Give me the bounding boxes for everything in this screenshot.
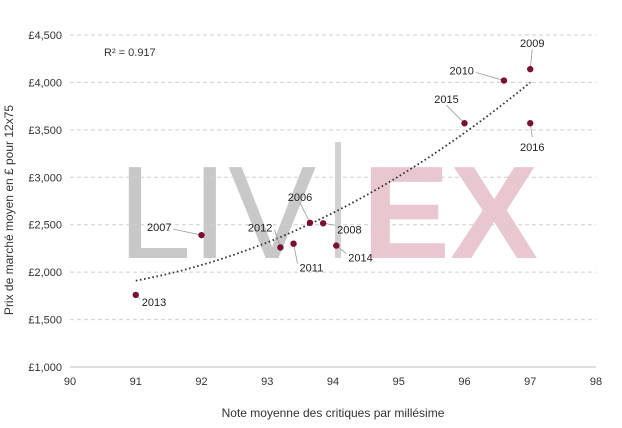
y-axis-label: Prix de marché moyen en £ pour 12x75 xyxy=(2,105,16,315)
point-label-2016: 2016 xyxy=(520,142,544,154)
point-label-2006: 2006 xyxy=(288,192,312,204)
y-tick-label: £4,000 xyxy=(28,77,62,89)
y-axis-ticks: £1,000 £1,500 £2,000 £2,500 £3,000 £3,500 £4,0… xyxy=(28,30,62,374)
y-tick-label: £1,000 xyxy=(28,362,62,374)
x-tick-label: 93 xyxy=(261,376,273,388)
data-point-2006 xyxy=(306,219,314,227)
x-tick-label: 92 xyxy=(195,376,207,388)
x-tick-label: 96 xyxy=(458,376,470,388)
y-tick-label: £2,500 xyxy=(28,220,62,232)
y-tick-label: £1,500 xyxy=(28,315,62,327)
leader-line xyxy=(173,228,202,236)
x-tick-label: 91 xyxy=(130,376,142,388)
data-point-2015 xyxy=(461,120,468,127)
watermark: LIV EX xyxy=(118,139,538,286)
data-point-2016 xyxy=(527,120,534,127)
data-point-2009 xyxy=(527,65,534,73)
data-point-2008 xyxy=(319,220,327,227)
data-point-2010 xyxy=(500,77,508,84)
point-labels: 2013 2007 2012 2011 2006 2008 2014 2015 2010 2009… xyxy=(142,38,545,309)
point-label-2013: 2013 xyxy=(142,297,166,309)
point-label-2007: 2007 xyxy=(147,222,171,234)
point-label-2015: 2015 xyxy=(434,94,458,106)
x-axis-label: Note moyenne des critiques par millésime xyxy=(222,406,445,420)
leader-line xyxy=(529,49,533,70)
y-tick-label: £2,000 xyxy=(28,267,62,279)
point-label-2008: 2008 xyxy=(337,224,361,236)
watermark-liv: LIV xyxy=(118,139,316,286)
watermark-ex: EX xyxy=(362,139,538,286)
y-tick-label: £3,000 xyxy=(28,172,62,184)
x-axis-ticks: 90 91 92 93 94 95 96 97 98 xyxy=(64,376,602,388)
watermark-divider xyxy=(335,142,341,258)
data-points xyxy=(132,65,534,299)
point-label-2010: 2010 xyxy=(449,66,473,78)
y-tick-label: £3,500 xyxy=(28,125,62,137)
point-label-2014: 2014 xyxy=(348,253,372,265)
x-tick-label: 97 xyxy=(524,376,536,388)
x-tick-label: 98 xyxy=(590,376,602,388)
y-tick-label: £4,500 xyxy=(28,30,62,42)
point-label-2012: 2012 xyxy=(248,222,272,234)
data-point-2011 xyxy=(290,240,297,247)
data-point-2013 xyxy=(132,291,139,299)
data-point-2012 xyxy=(277,244,284,251)
leader-line xyxy=(293,243,298,264)
x-tick-label: 95 xyxy=(393,376,405,388)
x-tick-label: 90 xyxy=(64,376,76,388)
point-label-2011: 2011 xyxy=(300,263,324,275)
data-point-2014 xyxy=(333,242,340,249)
r-squared-annotation: R² = 0.917 xyxy=(104,47,156,59)
trendline xyxy=(135,81,531,282)
point-label-2009: 2009 xyxy=(520,38,544,50)
data-point-2007 xyxy=(198,231,205,239)
x-tick-label: 94 xyxy=(327,376,339,388)
leader-line xyxy=(475,72,505,81)
leader-line xyxy=(446,104,465,124)
leader-line xyxy=(299,202,311,223)
